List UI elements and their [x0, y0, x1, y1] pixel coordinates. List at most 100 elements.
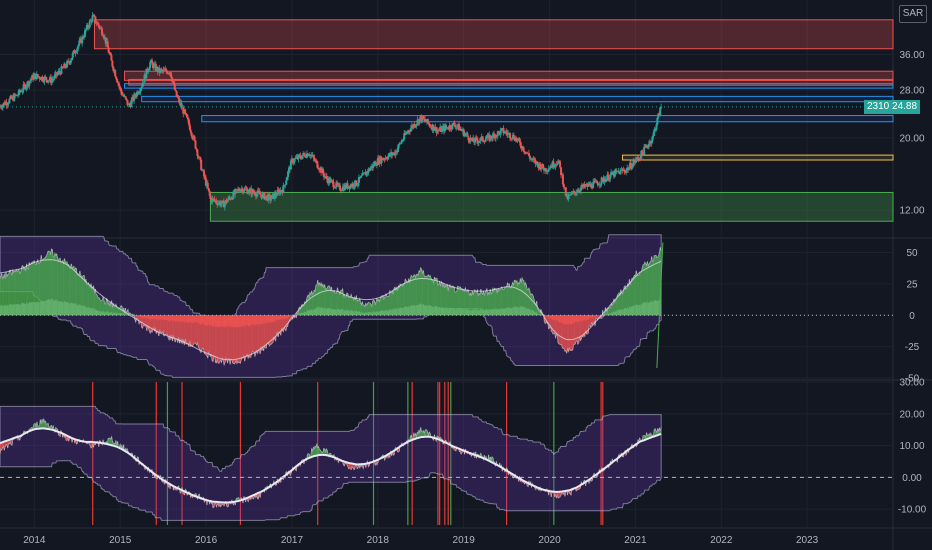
candle-body [283, 185, 286, 187]
candle-body [600, 177, 603, 184]
currency-badge[interactable]: SAR [899, 5, 927, 23]
candle-body [408, 131, 411, 133]
candle-body [356, 183, 359, 186]
candle-body [438, 130, 441, 132]
x-tick-label: 2014 [23, 535, 46, 546]
candle-body [453, 123, 456, 126]
candle-body [276, 189, 279, 196]
candle-body [263, 192, 266, 200]
candle-body [486, 135, 489, 139]
candle-body [458, 124, 461, 131]
candle-body [619, 169, 622, 175]
candle-body [317, 167, 320, 170]
candle-body [23, 84, 26, 86]
candle-body [435, 127, 438, 133]
candle-body [84, 30, 87, 37]
candle-body [496, 131, 499, 137]
candle-body [651, 136, 654, 141]
candle-body [16, 94, 19, 96]
candle-body [77, 45, 80, 48]
x-tick-label: 2021 [624, 535, 647, 546]
y-tick-label: 10.00 [899, 441, 924, 452]
candle-body [400, 141, 403, 144]
candle-body [570, 192, 573, 195]
candle-body [140, 87, 143, 89]
candle-body [248, 189, 251, 193]
candle-body [397, 144, 400, 149]
candle-body [246, 189, 249, 194]
candle-body [552, 161, 555, 168]
candle-body [202, 169, 205, 171]
candle-body [64, 63, 67, 67]
candle-body [209, 195, 212, 199]
divergence-line [656, 242, 664, 368]
candle-body [228, 197, 231, 199]
y-tick-label: -10.00 [898, 505, 927, 516]
candle-body [1, 104, 4, 108]
candle-body [312, 155, 315, 158]
candle-body [50, 79, 53, 83]
candle-body [548, 167, 551, 169]
candle-body [86, 25, 89, 28]
candle-body [145, 68, 148, 79]
candle-body [81, 36, 84, 44]
candle-body [459, 128, 462, 130]
x-tick-label: 2023 [796, 535, 819, 546]
candle-body [234, 189, 237, 195]
candle-body [212, 198, 215, 200]
candle-body [128, 103, 131, 106]
candle-body [401, 140, 404, 142]
candle-body [166, 71, 169, 74]
candle-body [48, 80, 51, 81]
candle-body [57, 71, 60, 74]
y-tick-label: 20.00 [899, 133, 924, 144]
candle-body [286, 177, 289, 181]
candle-body [66, 61, 69, 68]
candle-body [83, 36, 86, 38]
candle-body [616, 170, 619, 172]
candle-body [644, 146, 647, 148]
oscillator-line [0, 247, 662, 367]
candle-body [492, 133, 495, 135]
candle-body [287, 171, 290, 178]
candle-body [647, 143, 650, 147]
candle-body [259, 194, 262, 196]
y-tick-label: 36.00 [899, 50, 924, 61]
candle-body [116, 79, 119, 83]
candle-body [114, 70, 117, 77]
candle-body [148, 68, 151, 71]
candle-body [652, 132, 655, 137]
x-tick-label: 2018 [367, 535, 390, 546]
candle-body [306, 153, 309, 157]
candle-body [484, 139, 487, 142]
candle-body [184, 109, 187, 114]
candle-body [478, 140, 481, 142]
candle-body [331, 180, 334, 182]
candle-body [241, 188, 244, 193]
candle-body [436, 130, 439, 133]
candle-body [558, 160, 561, 162]
candle-body [387, 155, 390, 160]
supply-zone [93, 19, 894, 50]
candle-body [653, 128, 656, 133]
candle-body [527, 153, 530, 156]
candle-body [186, 117, 189, 120]
candle-body [6, 104, 9, 106]
x-tick-label: 2022 [710, 535, 733, 546]
candle-body [595, 180, 598, 184]
candle-body [560, 167, 563, 176]
candle-body [579, 187, 582, 191]
candle-body [353, 186, 356, 188]
candle-body [33, 74, 36, 80]
candle-body [512, 135, 515, 140]
candle-body [17, 90, 20, 95]
candle-body [635, 157, 638, 161]
candle-body [84, 29, 87, 31]
candle-body [61, 66, 64, 68]
candle-body [101, 28, 104, 35]
candle-body [474, 137, 477, 143]
supply-zone [124, 70, 894, 81]
candle-body [73, 50, 76, 54]
candle-body [325, 175, 328, 180]
candle-body [226, 200, 229, 203]
